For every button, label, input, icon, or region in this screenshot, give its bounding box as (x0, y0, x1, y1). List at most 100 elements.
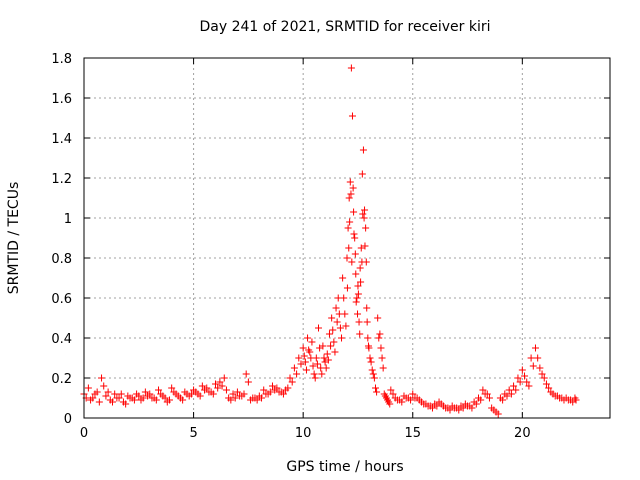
data-point (229, 390, 237, 398)
x-tick-label: 15 (404, 426, 421, 441)
data-point (354, 310, 362, 318)
data-point (356, 330, 364, 338)
data-point (362, 258, 370, 266)
data-point (216, 378, 224, 386)
data-point (249, 394, 257, 402)
data-point (359, 210, 367, 218)
data-point (459, 404, 467, 412)
data-point (161, 394, 169, 402)
data-point (377, 344, 385, 352)
y-tick-label: 0.4 (51, 332, 72, 347)
data-point (361, 242, 369, 250)
data-point (290, 364, 298, 372)
plot-border (83, 57, 611, 419)
data-point (353, 294, 361, 302)
data-point (311, 374, 319, 382)
data-point (384, 396, 392, 404)
data-point (376, 330, 384, 338)
data-point (284, 384, 292, 392)
data-point (100, 382, 108, 390)
y-tick-label: 1.4 (51, 132, 72, 147)
data-point (316, 344, 324, 352)
data-point (157, 390, 165, 398)
data-point (507, 390, 515, 398)
data-point (525, 382, 533, 390)
data-point (233, 388, 241, 396)
data-point (302, 366, 310, 374)
data-point (340, 294, 348, 302)
data-point (328, 314, 336, 322)
data-point (111, 390, 119, 398)
data-point (485, 394, 493, 402)
data-point (361, 206, 369, 214)
data-point (244, 378, 252, 386)
data-point (349, 184, 357, 192)
data-point (313, 360, 321, 368)
data-point (505, 386, 513, 394)
data-point (538, 370, 546, 378)
data-point (299, 344, 307, 352)
data-point (95, 398, 103, 406)
data-point (192, 388, 200, 396)
data-point (356, 264, 364, 272)
data-point (490, 406, 498, 414)
data-point (343, 284, 351, 292)
data-point (389, 390, 397, 398)
data-point (572, 396, 580, 404)
y-axis-label: SRMTID / TECUs (6, 182, 22, 295)
data-point (332, 304, 340, 312)
data-point (295, 354, 303, 362)
data-point (345, 194, 353, 202)
data-point (374, 314, 382, 322)
data-point (258, 394, 266, 402)
data-point (363, 304, 371, 312)
data-point (387, 386, 395, 394)
data-point (117, 390, 125, 398)
data-point (320, 354, 328, 362)
data-point (102, 392, 110, 400)
x-axis-ticks: 0 5 10 15 20 (80, 58, 531, 441)
data-point (556, 394, 564, 402)
data-point (351, 250, 359, 258)
data-point (564, 396, 572, 404)
data-point (523, 378, 531, 386)
data-point (464, 402, 472, 410)
data-point (201, 386, 209, 394)
data-point (479, 386, 487, 394)
data-point (212, 380, 219, 388)
data-point (424, 402, 432, 410)
data-point (386, 400, 394, 408)
data-point (242, 370, 250, 378)
data-point (335, 310, 343, 318)
data-point (293, 370, 301, 378)
data-point (542, 380, 550, 388)
data-point (359, 146, 367, 154)
data-point (330, 338, 338, 346)
data-point (315, 324, 323, 332)
x-tick-label: 5 (189, 426, 197, 441)
data-point (300, 352, 308, 360)
data-point (360, 214, 368, 222)
data-point (348, 112, 356, 120)
data-point (344, 224, 352, 232)
data-point (310, 370, 318, 378)
data-point (367, 358, 375, 366)
data-point (512, 386, 520, 394)
data-point (170, 388, 178, 396)
data-point (286, 374, 294, 382)
data-point (322, 364, 330, 372)
y-tick-label: 0.2 (51, 372, 72, 387)
data-point (428, 404, 436, 412)
data-point (348, 258, 356, 266)
data-point (236, 392, 244, 400)
data-point (357, 244, 365, 252)
data-point (373, 388, 381, 396)
data-point (455, 406, 463, 414)
data-point (139, 394, 147, 402)
data-point (198, 382, 206, 390)
data-point (126, 394, 134, 402)
data-point (342, 322, 350, 330)
data-point (529, 362, 537, 370)
data-point (268, 382, 276, 390)
